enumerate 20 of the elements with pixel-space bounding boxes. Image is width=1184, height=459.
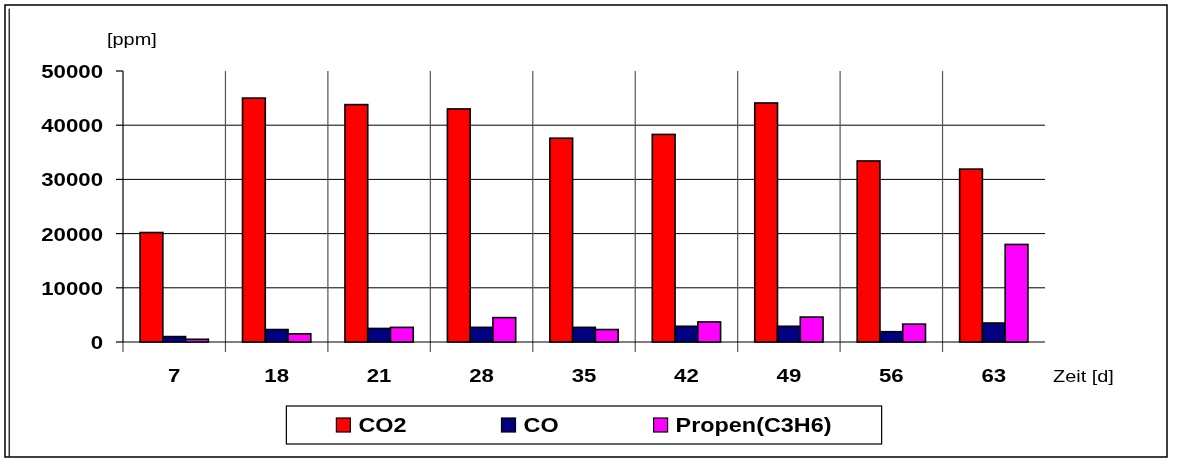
y-tick-label: 20000 bbox=[41, 223, 103, 245]
x-tick-label: 7 bbox=[168, 364, 181, 386]
x-tick-label: 63 bbox=[981, 364, 1007, 386]
legend-label: CO bbox=[523, 413, 559, 437]
x-tick-label: 28 bbox=[469, 364, 494, 386]
legend-label: CO2 bbox=[358, 413, 407, 437]
x-tick-label: 49 bbox=[776, 364, 802, 386]
y-axis-title: [ppm] bbox=[107, 29, 157, 49]
x-tick-label: 42 bbox=[674, 364, 699, 386]
x-tick-label: 35 bbox=[571, 364, 597, 386]
y-tick-label: 30000 bbox=[41, 168, 103, 191]
x-tick-label: 56 bbox=[878, 364, 904, 386]
legend-label: Propen(C3H6) bbox=[675, 413, 832, 437]
x-axis-title: Zeit [d] bbox=[1053, 366, 1114, 386]
y-tick-label: 40000 bbox=[41, 114, 103, 136]
y-tick-label: 10000 bbox=[41, 277, 103, 299]
y-tick-label: 50000 bbox=[41, 60, 103, 82]
y-tick-label: 0 bbox=[90, 331, 103, 353]
x-tick-label: 21 bbox=[366, 364, 392, 386]
x-tick-label: 18 bbox=[264, 364, 290, 386]
